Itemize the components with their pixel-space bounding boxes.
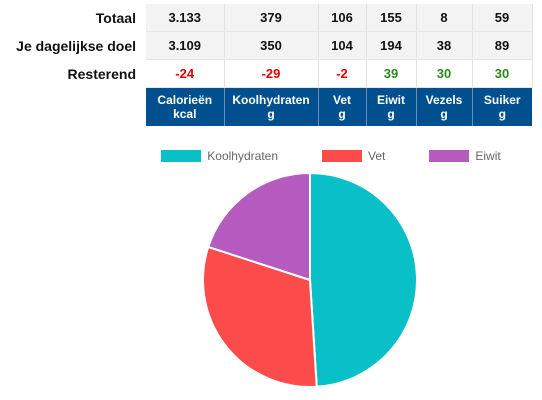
column-header-sugar: Suiker g xyxy=(472,87,532,126)
legend-item-protein[interactable]: Eiwit xyxy=(429,149,501,163)
legend-label-protein: Eiwit xyxy=(475,149,501,163)
chart-legend: Koolhydraten Vet Eiwit xyxy=(0,148,542,164)
column-header-fiber: Vezels g xyxy=(416,87,473,126)
remaining-sugar: 30 xyxy=(472,59,533,88)
goal-fiber: 38 xyxy=(416,31,473,60)
legend-label-carbs: Koolhydraten xyxy=(207,149,278,163)
remaining-protein: 39 xyxy=(366,59,417,88)
row-daily-goal: Je dagelijkse doel 3.109 350 104 194 38 … xyxy=(0,31,533,60)
total-calories: 3.133 xyxy=(146,4,225,32)
total-sugar: 59 xyxy=(472,4,533,32)
remaining-carbs: -29 xyxy=(224,59,319,88)
column-header-row: Calorieën kcal Koolhydraten g Vet g Eiwit g … xyxy=(0,87,532,126)
pie-slice-fat[interactable] xyxy=(202,245,318,388)
nutrition-summary-table: Totaal 3.133 379 106 155 8 59 Je dagelij… xyxy=(0,4,533,126)
goal-sugar: 89 xyxy=(472,31,533,60)
pie-slice-carbs[interactable] xyxy=(309,171,418,388)
legend-label-fat: Vet xyxy=(368,149,386,163)
goal-carbs: 350 xyxy=(224,31,319,60)
row-total: Totaal 3.133 379 106 155 8 59 xyxy=(0,4,533,32)
remaining-fiber: 30 xyxy=(416,59,473,88)
legend-item-fat[interactable]: Vet xyxy=(322,149,385,163)
total-fiber: 8 xyxy=(416,4,473,32)
column-header-calories: Calorieën kcal xyxy=(146,87,225,126)
row-remaining: Resterend -24 -29 -2 39 30 30 xyxy=(0,59,533,88)
total-protein: 155 xyxy=(366,4,417,32)
row-label-goal: Je dagelijkse doel xyxy=(0,31,146,60)
remaining-calories: -24 xyxy=(146,59,225,88)
column-header-carbs: Koolhydraten g xyxy=(224,87,319,126)
legend-swatch-protein xyxy=(429,150,470,162)
goal-fat: 104 xyxy=(318,31,367,60)
row-label-remaining: Resterend xyxy=(0,59,146,88)
row-label-total: Totaal xyxy=(0,4,146,32)
remaining-fat: -2 xyxy=(318,59,367,88)
legend-item-carbs[interactable]: Koolhydraten xyxy=(161,149,278,163)
goal-calories: 3.109 xyxy=(146,31,225,60)
total-carbs: 379 xyxy=(224,4,319,32)
column-header-protein: Eiwit g xyxy=(366,87,417,126)
pie-slice-protein[interactable] xyxy=(206,171,311,282)
column-header-fat: Vet g xyxy=(318,87,367,126)
total-fat: 106 xyxy=(318,4,367,32)
goal-protein: 194 xyxy=(366,31,417,60)
legend-swatch-carbs xyxy=(161,150,202,162)
legend-swatch-fat xyxy=(322,150,362,162)
